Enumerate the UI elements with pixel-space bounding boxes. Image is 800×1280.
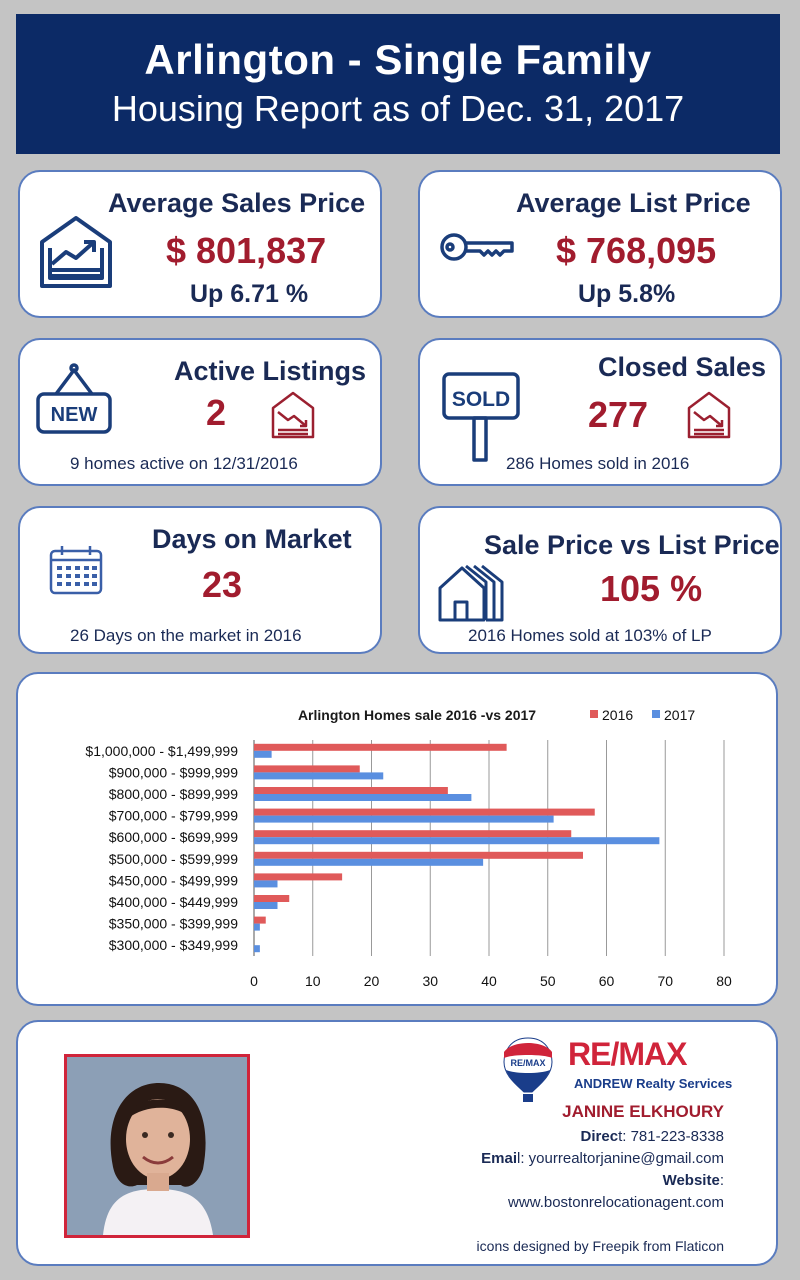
bar-2016 xyxy=(254,808,595,816)
agent-photo xyxy=(64,1054,250,1238)
house-trend-down-icon xyxy=(687,391,731,439)
average-sales-price-change: Up 6.71 % xyxy=(190,280,309,308)
category-label: $800,000 - $899,999 xyxy=(109,786,238,802)
days-on-market-card: Days on Market 23 26 Days on the market … xyxy=(18,506,382,654)
bar-2016 xyxy=(254,765,360,773)
chart-legend: 2016 2017 xyxy=(590,707,695,723)
house-trend-down-icon xyxy=(271,391,315,439)
remax-office: ANDREW Realty Services xyxy=(574,1076,733,1091)
x-tick-label: 60 xyxy=(599,973,615,989)
category-label: $700,000 - $799,999 xyxy=(109,808,238,824)
closed-sales-title: Closed Sales xyxy=(598,352,767,382)
report-header: Arlington - Single Family Housing Report… xyxy=(16,14,780,154)
bar-2016 xyxy=(254,851,583,859)
bar-2016 xyxy=(254,873,343,881)
bar-2017 xyxy=(254,750,272,758)
bar-2016 xyxy=(254,895,290,902)
report-subtitle: Housing Report as of Dec. 31, 2017 xyxy=(111,88,685,129)
key-icon xyxy=(440,233,514,261)
legend-label: 2017 xyxy=(664,707,695,723)
bar-2017 xyxy=(254,772,384,780)
sale-vs-list-card: Sale Price vs List Price 105 % 2016 Home… xyxy=(418,506,782,654)
homes-sale-chart: Arlington Homes sale 2016 -vs 2017 2016 2… xyxy=(85,707,732,989)
sale-vs-list-title: Sale Price vs List Price xyxy=(484,530,780,560)
bar-2016 xyxy=(254,787,448,794)
category-label: $600,000 - $699,999 xyxy=(109,829,238,845)
chart-bars xyxy=(254,743,660,953)
agent-card: RE/MAX RE/MAX ANDREW Realty Services JAN… xyxy=(16,1020,778,1266)
chart-title: Arlington Homes sale 2016 -vs 2017 xyxy=(298,707,536,723)
active-listings-card: NEW Active Listings 2 9 homes active on … xyxy=(18,338,382,486)
average-list-price-title: Average List Price xyxy=(516,188,751,218)
bar-2017 xyxy=(254,945,260,953)
svg-text:NEW: NEW xyxy=(51,404,98,426)
svg-text:RE/MAX: RE/MAX xyxy=(510,1058,545,1068)
average-sales-price-title: Average Sales Price xyxy=(108,188,366,218)
bar-2016 xyxy=(254,830,572,838)
legend-swatch xyxy=(590,710,598,718)
sale-vs-list-note: 2016 Homes sold at 103% of LP xyxy=(468,626,712,645)
chart-category-labels: $1,000,000 - $1,499,999 $900,000 - $999,9… xyxy=(85,743,238,953)
agent-website-label: Website: xyxy=(662,1172,724,1189)
days-on-market-note: 26 Days on the market in 2016 xyxy=(70,626,302,645)
category-label: $300,000 - $349,999 xyxy=(109,937,238,953)
active-listings-note: 9 homes active on 12/31/2016 xyxy=(70,454,298,473)
svg-text:SOLD: SOLD xyxy=(452,388,510,411)
icon-credit: icons designed by Freepik from Flaticon xyxy=(476,1238,724,1254)
legend-swatch xyxy=(652,710,660,718)
remax-logo-text: RE/MAX xyxy=(568,1036,687,1072)
chart-tick-labels: 0 10 20 30 40 50 60 70 80 xyxy=(250,973,732,989)
bar-2017 xyxy=(254,837,660,845)
legend-label: 2016 xyxy=(602,707,633,723)
active-listings-title: Active Listings xyxy=(174,356,367,386)
sold-sign-icon: SOLD xyxy=(442,372,520,462)
new-sign-icon: NEW xyxy=(36,363,112,434)
average-list-price-card: Average List Price $ 768,095 Up 5.8% xyxy=(418,170,782,318)
agent-direct: Direct: 781-223-8338 xyxy=(580,1128,724,1145)
houses-icon xyxy=(438,564,504,622)
days-on-market-title: Days on Market xyxy=(152,524,352,554)
category-label: $900,000 - $999,999 xyxy=(109,764,238,780)
bar-2016 xyxy=(254,916,266,924)
average-list-price-value: $ 768,095 xyxy=(556,230,717,271)
x-tick-label: 10 xyxy=(305,973,321,989)
closed-sales-value: 277 xyxy=(588,394,649,435)
bar-2017 xyxy=(254,858,484,866)
bar-2017 xyxy=(254,794,472,801)
chart-card: Arlington Homes sale 2016 -vs 2017 2016 2… xyxy=(16,672,778,1006)
active-listings-value: 2 xyxy=(206,392,227,433)
bar-2017 xyxy=(254,923,260,931)
agent-website-link[interactable]: www.bostonrelocationagent.com xyxy=(508,1194,724,1211)
agent-email[interactable]: Email: yourrealtorjanine@gmail.com xyxy=(481,1150,724,1167)
average-sales-price-value: $ 801,837 xyxy=(166,230,327,271)
average-list-price-change: Up 5.8% xyxy=(578,280,676,308)
bar-2017 xyxy=(254,902,278,909)
bar-2017 xyxy=(254,815,554,823)
closed-sales-card: SOLD Closed Sales 277 286 Homes sold in … xyxy=(418,338,782,486)
category-label: $500,000 - $599,999 xyxy=(109,851,238,867)
x-tick-label: 0 xyxy=(250,973,258,989)
category-label: $400,000 - $449,999 xyxy=(109,894,238,910)
category-label: $450,000 - $499,999 xyxy=(109,872,238,888)
remax-balloon-icon: RE/MAX xyxy=(503,1037,553,1102)
average-sales-price-card: Average Sales Price $ 801,837 Up 6.71 % xyxy=(18,170,382,318)
report-title: Arlington - Single Family xyxy=(144,36,652,83)
bar-2016 xyxy=(254,743,507,751)
x-tick-label: 20 xyxy=(364,973,380,989)
calendar-icon xyxy=(49,546,103,595)
x-tick-label: 50 xyxy=(540,973,556,989)
agent-name: JANINE ELKHOURY xyxy=(562,1102,724,1121)
sale-vs-list-value: 105 % xyxy=(600,568,703,609)
closed-sales-note: 286 Homes sold in 2016 xyxy=(506,454,690,473)
x-tick-label: 70 xyxy=(657,973,673,989)
house-chart-icon xyxy=(40,216,112,288)
category-label: $1,000,000 - $1,499,999 xyxy=(85,743,238,759)
x-tick-label: 30 xyxy=(422,973,438,989)
days-on-market-value: 23 xyxy=(202,564,243,605)
x-tick-label: 40 xyxy=(481,973,497,989)
x-tick-label: 80 xyxy=(716,973,732,989)
bar-2017 xyxy=(254,880,278,888)
category-label: $350,000 - $399,999 xyxy=(109,916,238,932)
